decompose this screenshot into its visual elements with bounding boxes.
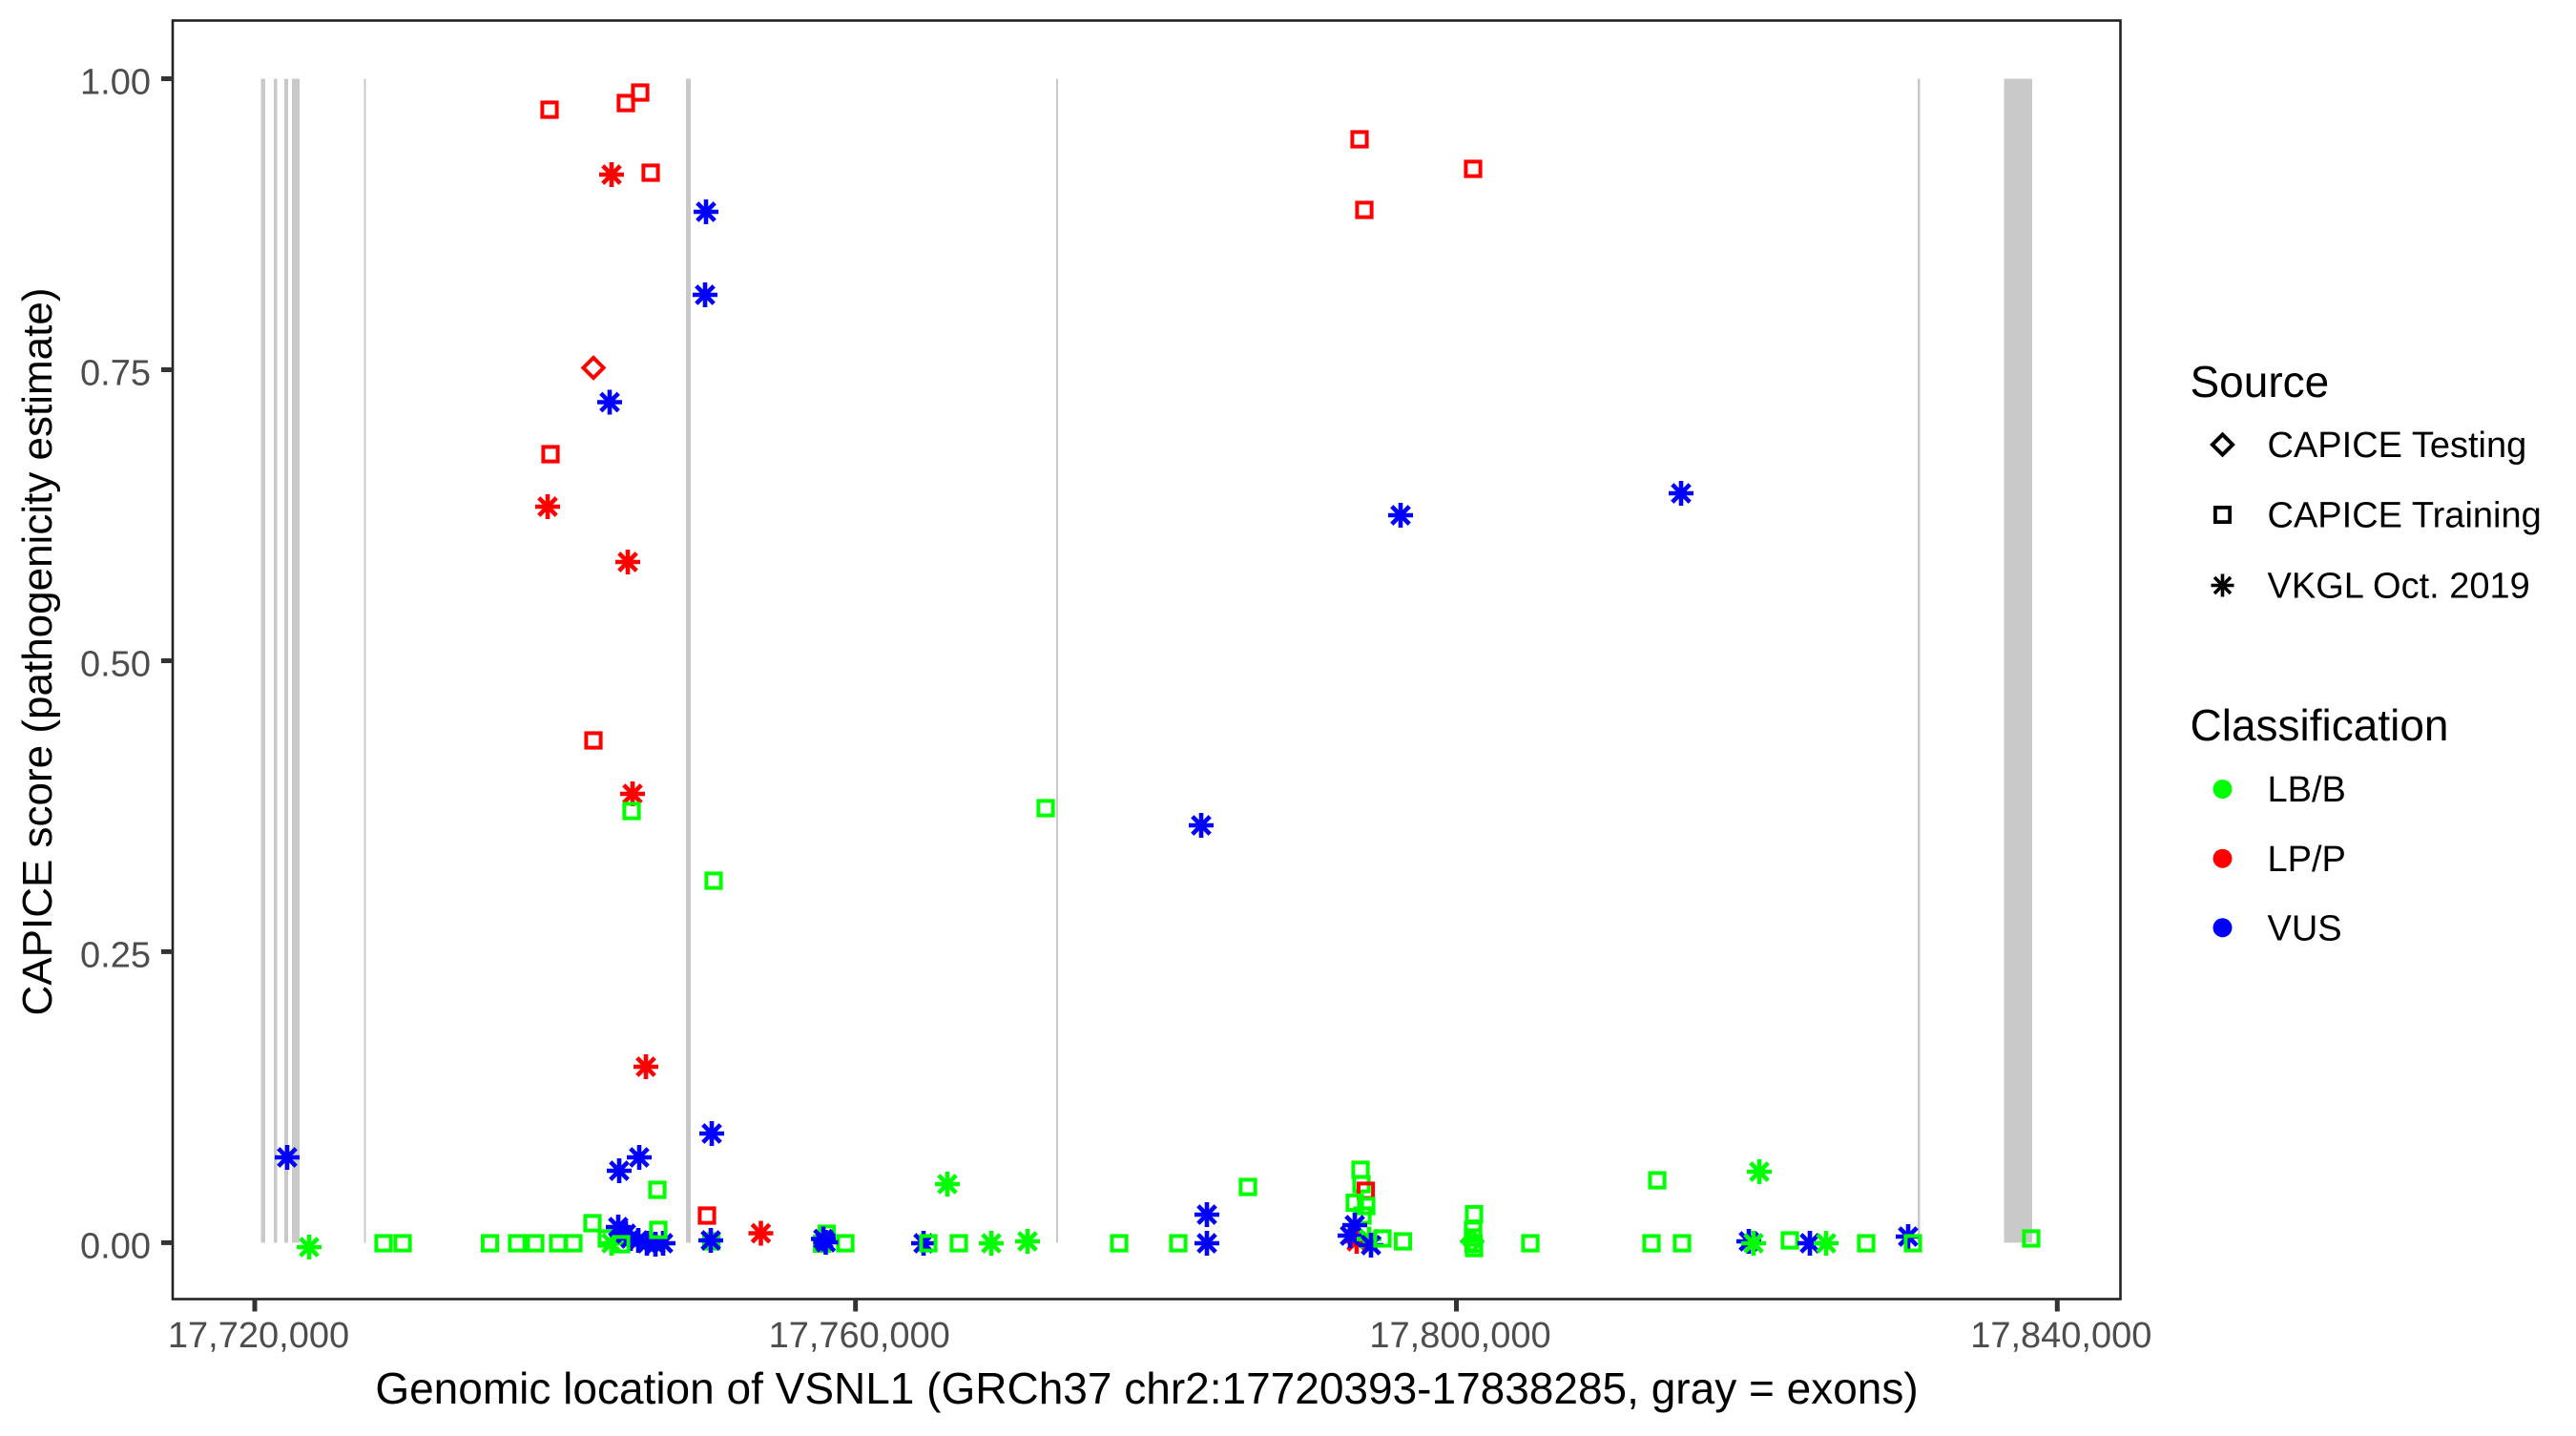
svg-text:VKGL Oct. 2019: VKGL Oct. 2019 xyxy=(2268,567,2530,607)
svg-text:CAPICE Training: CAPICE Training xyxy=(2268,496,2542,536)
svg-text:17,760,000: 17,760,000 xyxy=(769,1316,950,1356)
svg-text:CAPICE score (pathogenicity es: CAPICE score (pathogenicity estimate) xyxy=(14,288,61,1016)
svg-text:17,800,000: 17,800,000 xyxy=(1369,1316,1550,1356)
svg-text:17,840,000: 17,840,000 xyxy=(1970,1316,2151,1356)
svg-text:VUS: VUS xyxy=(2268,909,2342,949)
svg-text:17,720,000: 17,720,000 xyxy=(168,1316,349,1356)
svg-text:Classification: Classification xyxy=(2191,700,2449,750)
svg-text:0.75: 0.75 xyxy=(80,354,151,394)
svg-text:Genomic location of VSNL1 (GRC: Genomic location of VSNL1 (GRCh37 chr2:1… xyxy=(375,1363,1918,1413)
svg-text:0.00: 0.00 xyxy=(80,1226,151,1266)
svg-text:1.00: 1.00 xyxy=(80,63,151,103)
svg-text:LB/B: LB/B xyxy=(2268,770,2346,810)
svg-text:LP/P: LP/P xyxy=(2268,840,2346,880)
svg-text:0.50: 0.50 xyxy=(80,645,151,685)
svg-text:0.25: 0.25 xyxy=(80,935,151,975)
svg-text:CAPICE Testing: CAPICE Testing xyxy=(2268,426,2527,466)
svg-text:Source: Source xyxy=(2191,357,2330,406)
